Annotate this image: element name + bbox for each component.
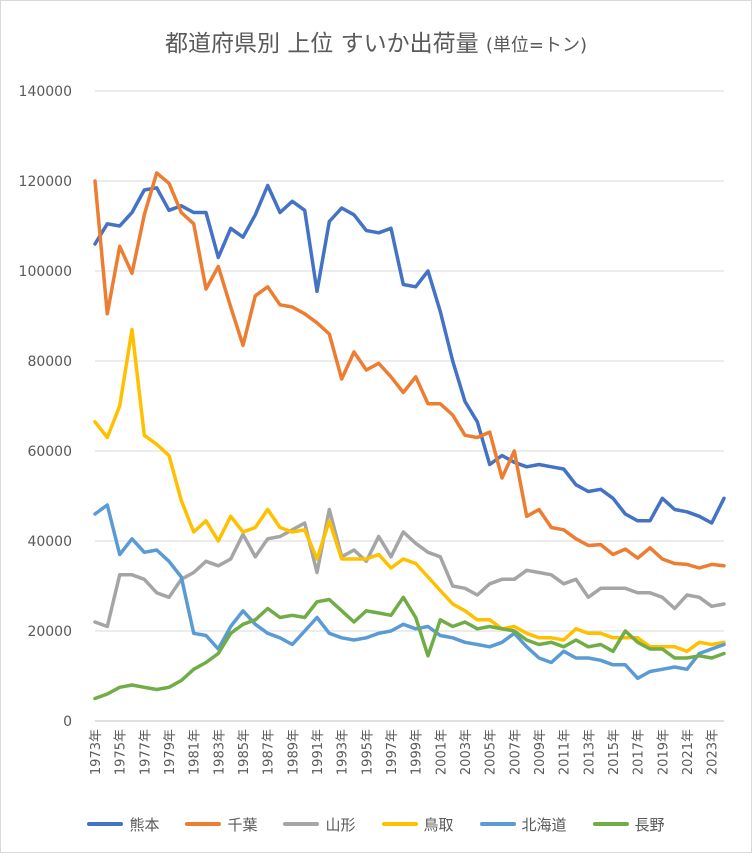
legend: 熊本 千葉 山形 鳥取 北海道 長野 <box>0 812 752 836</box>
chart-title: 都道府県別 上位 すいか出荷量 (単位=トン) <box>0 24 752 58</box>
series-line-山形 <box>93 507 726 629</box>
legend-label: 熊本 <box>129 815 160 834</box>
legend-label: 千葉 <box>227 815 258 834</box>
x-tick-label: 1981年 <box>188 729 203 775</box>
x-tick-label: 1979年 <box>163 729 178 775</box>
y-tick-label: 0 <box>63 714 72 730</box>
x-tick-label: 1975年 <box>114 729 129 775</box>
series-lines <box>93 171 726 701</box>
y-tick-label: 100000 <box>19 264 72 280</box>
legend-label: 鳥取 <box>423 815 454 834</box>
y-tick-label: 140000 <box>19 84 72 100</box>
x-tick-label: 2011年 <box>558 729 573 775</box>
legend-label: 北海道 <box>521 815 567 834</box>
legend-swatch <box>381 822 418 826</box>
y-tick-label: 120000 <box>19 174 72 190</box>
legend-item: 山形 <box>283 814 356 835</box>
legend-item: 北海道 <box>479 814 567 835</box>
x-tick-label: 2019年 <box>656 729 671 775</box>
x-tick-label: 2015年 <box>607 729 622 775</box>
legend-swatch <box>592 822 629 826</box>
x-tick-label: 1991年 <box>311 729 326 775</box>
x-tick-label: 2021年 <box>681 729 696 775</box>
legend-label: 山形 <box>325 815 356 834</box>
x-axis-ticks: 1973年 1975年 1977年 1979年 1981年 1983年 1985年 1987年… <box>89 729 721 775</box>
legend-swatch <box>87 822 124 826</box>
x-tick-label: 1985年 <box>237 729 252 775</box>
x-tick-label: 1999年 <box>410 729 425 775</box>
chart-unit-label: (単位=トン) <box>485 35 588 56</box>
y-tick-label: 20000 <box>27 624 72 640</box>
gridlines <box>95 90 724 722</box>
x-tick-label: 1997年 <box>385 729 400 775</box>
series-line-熊本 <box>93 183 726 525</box>
series-line-鳥取 <box>93 327 726 654</box>
x-tick-label: 1995年 <box>360 729 375 775</box>
legend-item: 長野 <box>592 814 665 835</box>
chart-title-main: 都道府県別 上位 すいか出荷量 <box>164 31 479 57</box>
series-line-長野 <box>93 595 726 701</box>
legend-item: 千葉 <box>185 814 257 835</box>
legend-item: 熊本 <box>87 814 159 835</box>
y-tick-label: 40000 <box>27 534 72 550</box>
x-tick-label: 1989年 <box>286 729 301 775</box>
x-tick-label: 1973年 <box>89 729 104 775</box>
x-tick-label: 2007年 <box>508 729 523 775</box>
x-tick-label: 2005年 <box>484 729 499 775</box>
x-tick-label: 1977年 <box>138 729 153 775</box>
y-axis-ticks: 0 20000 40000 60000 80000 100000 120000 140000 <box>19 84 72 730</box>
legend-label: 長野 <box>634 815 665 834</box>
series-line-北海道 <box>93 503 726 681</box>
x-tick-label: 2009年 <box>533 729 548 775</box>
x-tick-label: 1983年 <box>212 729 227 775</box>
legend-item: 鳥取 <box>381 814 454 835</box>
x-tick-label: 2001年 <box>434 729 449 775</box>
legend-swatch <box>185 822 222 826</box>
x-tick-label: 2013年 <box>582 729 597 775</box>
y-tick-label: 80000 <box>27 354 72 370</box>
x-tick-label: 1993年 <box>336 729 351 775</box>
series-line-千葉 <box>93 171 726 570</box>
legend-swatch <box>479 822 516 826</box>
x-tick-label: 1987年 <box>262 729 277 775</box>
x-tick-label: 2017年 <box>632 729 647 775</box>
legend-swatch <box>283 822 320 826</box>
x-tick-label: 2003年 <box>459 729 474 775</box>
x-tick-label: 2023年 <box>706 729 721 775</box>
y-tick-label: 60000 <box>27 444 72 460</box>
